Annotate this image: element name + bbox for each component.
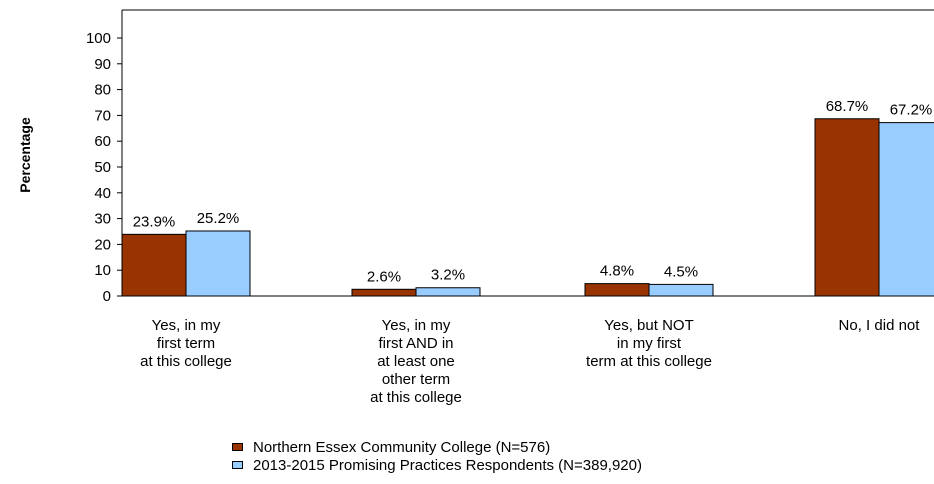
y-axis-label: Percentage bbox=[17, 117, 33, 193]
y-tick-label: 50 bbox=[94, 159, 111, 176]
bar-series-2 bbox=[648, 283, 714, 297]
y-tick-label: 0 bbox=[103, 288, 111, 305]
category-labels: Yes, in my first term at this collegeYes, … bbox=[140, 317, 920, 406]
bar-series-1 bbox=[814, 118, 880, 297]
legend-item-series-2: 2013-2015 Promising Practices Respondent… bbox=[232, 456, 642, 474]
y-tick-label: 90 bbox=[94, 56, 111, 73]
bar-series-2 bbox=[185, 230, 251, 297]
y-tick-label: 100 bbox=[86, 30, 111, 47]
category-label: No, I did not bbox=[839, 317, 921, 334]
legend-swatch-series-2 bbox=[232, 461, 243, 469]
legend-label-series-2: 2013-2015 Promising Practices Respondent… bbox=[253, 456, 642, 474]
y-tick-label: 80 bbox=[94, 82, 111, 99]
bar-series-1 bbox=[351, 288, 417, 297]
bar-series-1 bbox=[121, 233, 187, 297]
category-label-line: in my first bbox=[617, 335, 682, 352]
y-tick-label: 40 bbox=[94, 185, 111, 202]
data-label-series-1: 4.8% bbox=[600, 263, 634, 280]
y-tick-label: 70 bbox=[94, 107, 111, 124]
category-label: Yes, in my first term at this college bbox=[140, 317, 232, 370]
data-label-series-2: 3.2% bbox=[431, 267, 465, 284]
legend-item-series-1: Northern Essex Community College (N=576) bbox=[232, 438, 642, 456]
category-label-line: first term bbox=[157, 335, 215, 352]
bar-series-1 bbox=[584, 283, 650, 297]
bars bbox=[121, 118, 934, 297]
y-tick-label: 60 bbox=[94, 133, 111, 150]
bar-series-2 bbox=[878, 122, 934, 297]
y-tick-label: 10 bbox=[94, 262, 111, 279]
category-label-line: at this college bbox=[370, 389, 462, 406]
category-label-line: at this college bbox=[140, 353, 232, 370]
category-label-line: first AND in bbox=[378, 335, 453, 352]
y-tick-label: 20 bbox=[94, 236, 111, 253]
legend-swatch-series-1 bbox=[232, 443, 243, 451]
data-label-series-1: 2.6% bbox=[367, 268, 401, 285]
category-label: Yes, in my first AND in at least one other … bbox=[370, 317, 462, 406]
data-label-series-1: 23.9% bbox=[133, 213, 176, 230]
bar-series-2 bbox=[415, 287, 481, 297]
y-tick-label: 30 bbox=[94, 211, 111, 228]
legend-label-series-1: Northern Essex Community College (N=576) bbox=[253, 438, 551, 456]
category-label-line: No, I did not bbox=[839, 317, 921, 334]
category-label-line: at least one bbox=[377, 353, 455, 370]
data-label-series-2: 67.2% bbox=[890, 102, 933, 119]
category-label-line: term at this college bbox=[586, 353, 712, 370]
data-label-series-2: 4.5% bbox=[664, 263, 698, 280]
category-label-line: other term bbox=[382, 371, 450, 388]
legend: Northern Essex Community College (N=576)… bbox=[232, 438, 642, 474]
category-label-line: Yes, but NOT bbox=[604, 317, 694, 334]
category-label-line: Yes, in my bbox=[152, 317, 221, 334]
data-label-series-1: 68.7% bbox=[826, 98, 869, 115]
category-label: Yes, but NOT in my first term at this coll… bbox=[586, 317, 712, 370]
data-labels: 23.9% 2.6% 4.8% 68.7% 25.2% 3.2% 4.5% 67.2% bbox=[133, 98, 933, 286]
y-ticks: 0 10 20 30 40 50 60 70 80 90 100 bbox=[86, 30, 122, 305]
data-label-series-2: 25.2% bbox=[197, 210, 240, 227]
category-label-line: Yes, in my bbox=[382, 317, 451, 334]
